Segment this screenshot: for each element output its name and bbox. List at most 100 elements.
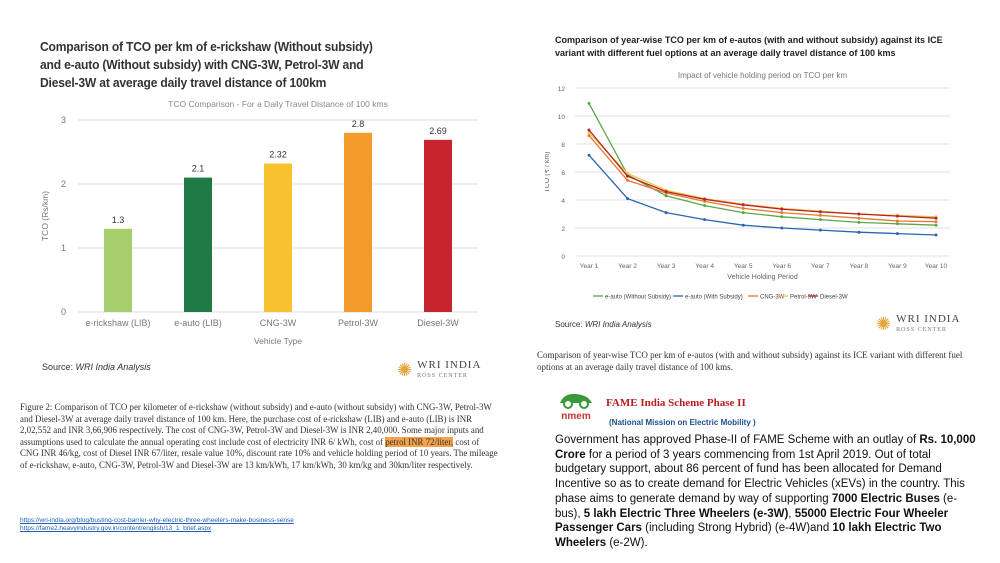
- logo-sub: ROSS CENTER: [896, 327, 947, 333]
- y-axis-label: TCO (Rs/km): [40, 191, 50, 241]
- fame-body-7: ,: [788, 507, 795, 520]
- right-source-value: WRI India Analysis: [584, 320, 652, 329]
- data-point: [626, 197, 630, 201]
- data-point: [895, 219, 899, 223]
- link-wri-blog[interactable]: https://wri-india.org/blog/busting-cost-…: [20, 517, 294, 524]
- data-point: [934, 220, 938, 224]
- data-point: [741, 203, 745, 207]
- data-point: [703, 218, 707, 222]
- data-point: [587, 134, 591, 138]
- fame-body-1: Government has approved Phase-II of FAME…: [555, 434, 920, 446]
- right-source: Source: WRI India Analysis: [555, 320, 652, 329]
- x-tick-label: Year 6: [772, 263, 791, 270]
- x-tick-label: Diesel-3W: [417, 318, 459, 328]
- data-point: [818, 218, 822, 222]
- x-axis-label: Vehicle Type: [254, 336, 302, 346]
- data-point: [818, 228, 822, 232]
- fame-e4w: 55000 Electric Four Wheeler Passenger Ca…: [555, 507, 949, 535]
- data-point: [703, 197, 707, 201]
- data-point: [703, 204, 707, 208]
- fame-ebus: 7000 Electric Buses: [831, 492, 940, 505]
- legend-label: CNG-3W: [760, 295, 785, 301]
- data-point: [664, 190, 668, 194]
- bar-value-label: 2.69: [429, 126, 447, 136]
- data-point: [895, 214, 899, 218]
- x-tick-label: Year 10: [925, 263, 948, 270]
- wri-india-logo-right: ✺ WRI INDIA ROSS CENTER: [876, 313, 961, 334]
- fame-e2w: 10 lakh Electric Two Wheelers: [555, 522, 942, 549]
- y-tick-label: 3: [61, 115, 66, 125]
- data-point: [587, 101, 591, 105]
- y-tick-label: 12: [558, 86, 566, 93]
- data-point: [857, 212, 861, 216]
- y-tick-label: 1: [61, 243, 66, 253]
- y-tick-label: 2: [61, 179, 66, 189]
- nmem-logo-text: nmem: [561, 411, 591, 421]
- data-point: [741, 223, 745, 227]
- fame-e3w: 5 lakh Electric Three Wheelers (e-3W): [583, 507, 789, 520]
- x-tick-label: Year 1: [580, 263, 599, 270]
- figure-caption: Figure 2: Comparison of TCO per kilomete…: [20, 402, 498, 471]
- fame-header: nmem FAME India Scheme Phase II: [556, 391, 746, 422]
- y-axis-label: TCO (₹ / km): [545, 151, 551, 192]
- data-point: [741, 206, 745, 210]
- y-tick-label: 8: [561, 142, 565, 149]
- right-source-label: Source:: [555, 320, 583, 329]
- fame-body-11: (e-2W).: [606, 536, 648, 549]
- data-point: [780, 226, 784, 230]
- data-point: [587, 153, 591, 157]
- data-point: [934, 223, 938, 227]
- tco-bar-chart: TCO Comparison - For a Daily Travel Dist…: [40, 99, 478, 346]
- x-tick-label: e-auto (LIB): [174, 318, 222, 328]
- sun-logo-icon: ✺: [397, 359, 413, 380]
- caption-part-2: cost of CNG INR 46/kg, cost of Diesel IN…: [20, 436, 498, 470]
- data-point: [857, 220, 861, 224]
- reference-links: https://wri-india.org/blog/busting-cost-…: [20, 517, 294, 533]
- sun-logo-icon: ✺: [876, 313, 892, 334]
- data-point: [818, 210, 822, 214]
- data-point: [780, 207, 784, 211]
- logo-name: WRI INDIA: [896, 313, 961, 325]
- fame-subtitle: (National Mission on Electric Mobility ): [609, 418, 756, 427]
- x-tick-label: e-rickshaw (LIB): [85, 318, 150, 328]
- bar: [424, 139, 452, 312]
- data-point: [703, 199, 707, 203]
- series-line: [588, 154, 937, 236]
- x-tick-label: Year 5: [734, 263, 753, 270]
- x-tick-label: Year 3: [657, 263, 676, 270]
- tco-line-chart: Impact of vehicle holding period on TCO …: [545, 71, 950, 301]
- x-tick-label: Petrol-3W: [338, 318, 379, 328]
- line-chart-title: Impact of vehicle holding period on TCO …: [678, 71, 848, 80]
- fame-outlay: Rs. 10,000 Crore: [555, 434, 976, 461]
- data-point: [626, 178, 630, 182]
- series-line: [588, 135, 937, 223]
- right-chart-heading: Comparison of year-wise TCO per km of e-…: [555, 35, 943, 59]
- x-tick-label: Year 4: [695, 263, 714, 270]
- legend-label: e-auto (Without Subsidy): [605, 295, 671, 301]
- bar: [344, 132, 372, 312]
- fame-body-5: (e-bus),: [555, 492, 958, 520]
- x-tick-label: Year 8: [850, 263, 869, 270]
- x-tick-label: Year 9: [888, 263, 907, 270]
- data-point: [857, 230, 861, 234]
- bar: [104, 228, 132, 312]
- y-tick-label: 10: [558, 114, 566, 121]
- bar: [264, 163, 292, 312]
- data-point: [587, 131, 591, 135]
- logo-sub: ROSS CENTER: [417, 373, 468, 379]
- right-caption: Comparison of year-wise TCO per km of e-…: [537, 350, 963, 372]
- series-line: [588, 129, 937, 219]
- data-point: [741, 211, 745, 215]
- y-tick-label: 0: [561, 254, 565, 261]
- x-tick-label: CNG-3W: [260, 318, 297, 328]
- wri-india-logo: ✺ WRI INDIA ROSS CENTER: [397, 359, 481, 380]
- x-tick-label: Year 7: [811, 263, 830, 270]
- fame-body-9: (including Strong Hybrid) (e-4W)and: [641, 522, 833, 535]
- data-point: [857, 216, 861, 220]
- bar-value-label: 2.1: [192, 164, 205, 174]
- left-source: Source: WRI India Analysis: [42, 362, 151, 372]
- series-line: [588, 132, 937, 218]
- link-fame-brief[interactable]: https://fame2.heavyindustry.gov.in/conte…: [20, 525, 212, 532]
- bar-value-label: 2.8: [352, 119, 365, 129]
- caption-highlight: petrol INR 72/liter,: [385, 436, 454, 447]
